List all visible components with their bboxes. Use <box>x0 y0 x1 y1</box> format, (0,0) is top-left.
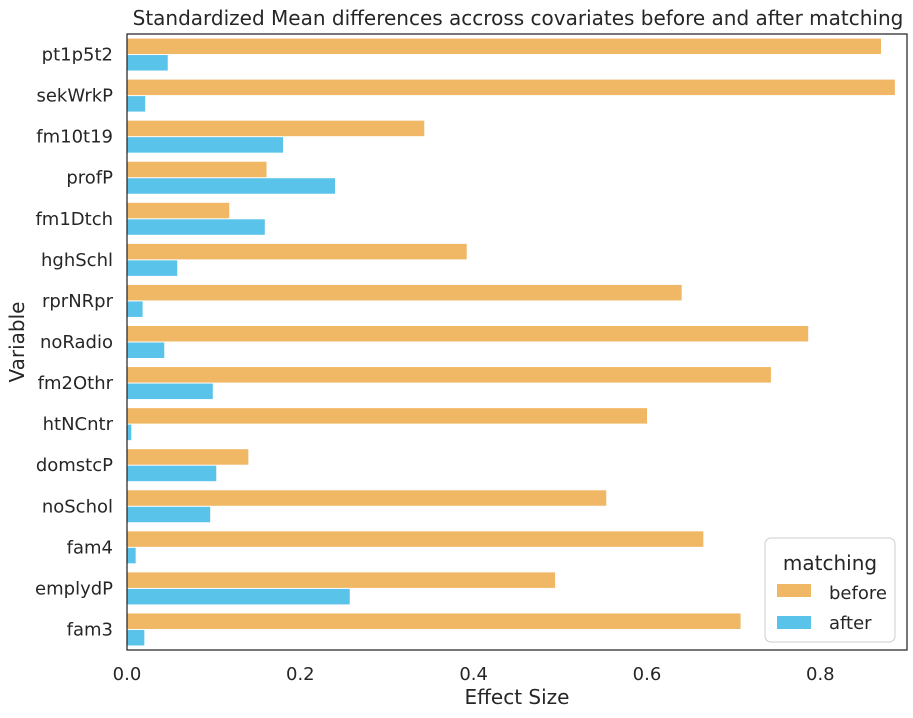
y-tick-label: profP <box>66 168 113 189</box>
bar-after-fm1Dtch <box>127 219 265 235</box>
bar-after-sekWrkP <box>127 96 146 112</box>
bar-before-rprNRpr <box>127 284 682 301</box>
plot-frame <box>126 33 908 651</box>
legend-label-before: before <box>829 583 887 604</box>
bar-after-rprNRpr <box>127 301 143 317</box>
bar-before-sekWrkP <box>127 79 895 96</box>
y-tick-label: sekWrkP <box>36 86 113 107</box>
y-tick-label: fam4 <box>67 537 113 558</box>
bar-after-noRadio <box>127 342 165 358</box>
bar-before-fm1Dtch <box>127 202 230 219</box>
y-tick-label: domstcP <box>36 455 113 476</box>
legend: matching before after <box>764 537 896 643</box>
y-tick-label: fm10t19 <box>36 127 113 148</box>
y-tick-label: htNCntr <box>43 414 114 435</box>
chart-title: Standardized Mean differences accross co… <box>133 6 904 30</box>
y-tick-label: fam3 <box>67 619 113 640</box>
y-tick-label: fm2Othr <box>38 373 114 394</box>
bar-before-pt1p5t2 <box>127 38 881 55</box>
bar-after-fm2Othr <box>127 383 213 400</box>
bar-after-domstcP <box>127 465 217 482</box>
bar-after-htNCntr <box>127 424 132 441</box>
bar-before-htNCntr <box>127 408 647 424</box>
y-axis-label: Variable <box>5 302 29 383</box>
y-tick-label: hghSchl <box>41 250 113 271</box>
bars-layer <box>127 38 895 646</box>
legend-swatch-after <box>777 616 811 629</box>
bar-after-fam3 <box>127 629 145 646</box>
bar-after-profP <box>127 178 335 194</box>
y-tick-label: noSchol <box>42 496 113 517</box>
ticks-layer: pt1p5t2 sekWrkP fm10t19 profP fm1Dtch hghSchl… <box>35 45 835 685</box>
legend-swatch-before <box>777 584 811 597</box>
x-tick-label: 0.6 <box>633 664 662 685</box>
bar-before-profP <box>127 161 267 178</box>
x-tick-label: 0.4 <box>459 664 488 685</box>
bar-after-fam4 <box>127 547 136 564</box>
legend-title: matching <box>783 551 877 575</box>
bar-before-fam4 <box>127 531 704 547</box>
bar-after-fm10t19 <box>127 137 283 153</box>
bar-after-pt1p5t2 <box>127 55 168 71</box>
bar-after-emplydP <box>127 588 350 605</box>
y-tick-label: rprNRpr <box>42 291 114 312</box>
y-tick-label: pt1p5t2 <box>42 45 113 66</box>
bar-before-noRadio <box>127 326 809 342</box>
bar-after-noSchol <box>127 506 211 523</box>
y-tick-label: emplydP <box>35 578 113 599</box>
x-tick-label: 0.2 <box>286 664 315 685</box>
x-tick-label: 0.0 <box>113 664 142 685</box>
bar-before-noSchol <box>127 490 607 506</box>
y-tick-label: noRadio <box>40 332 113 353</box>
legend-label-after: after <box>829 613 872 634</box>
bar-before-emplydP <box>127 572 556 588</box>
bar-before-fam3 <box>127 613 741 629</box>
bar-before-fm2Othr <box>127 367 771 383</box>
bar-before-hghSchl <box>127 243 467 260</box>
bar-after-hghSchl <box>127 260 178 276</box>
y-tick-label: fm1Dtch <box>35 209 113 230</box>
bar-before-fm10t19 <box>127 120 425 137</box>
x-tick-label: 0.8 <box>806 664 835 685</box>
x-axis-label: Effect Size <box>465 685 570 709</box>
bar-before-domstcP <box>127 449 249 465</box>
